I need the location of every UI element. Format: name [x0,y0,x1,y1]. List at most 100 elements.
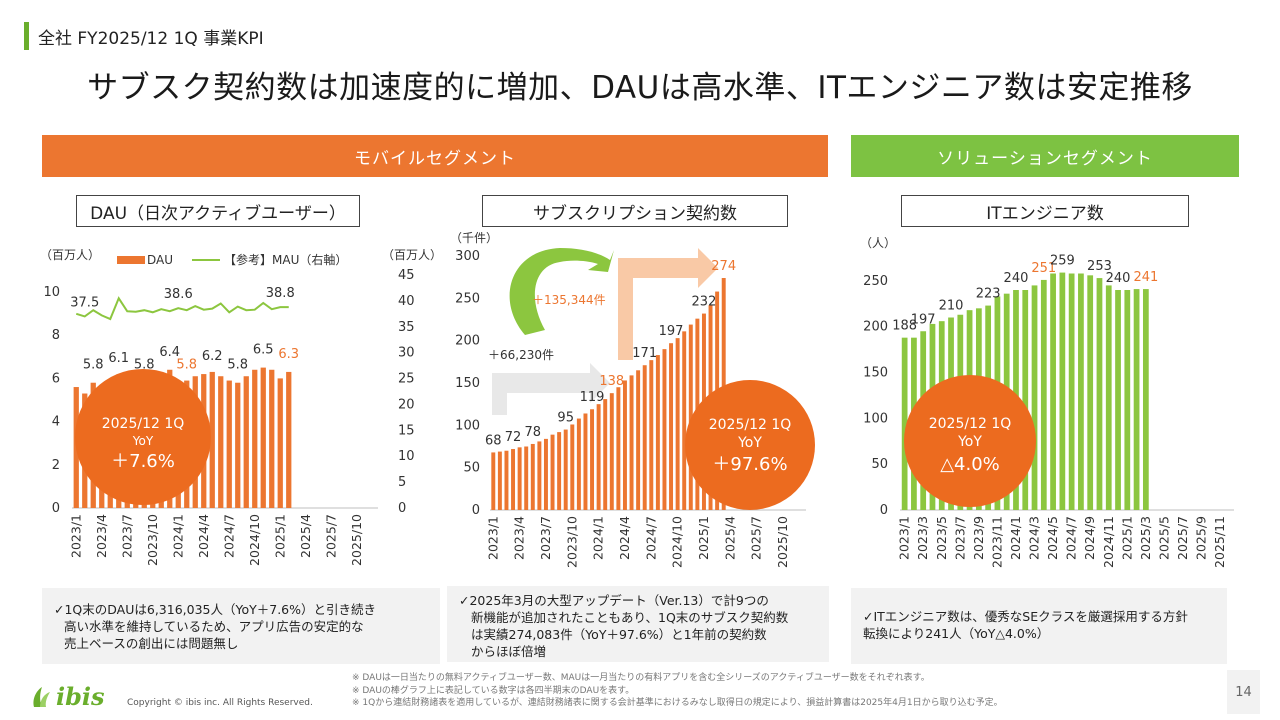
it-xtick-label: 2025/3 [1138,516,1153,560]
legend-dau-label: DAU [147,253,173,267]
it-data-label: 240 [1004,271,1029,286]
growth-arrow-grey [492,363,610,415]
dau-bar [286,371,292,508]
subs-xtick-label: 2023/7 [538,516,553,560]
it-xtick-label: 2025/7 [1175,516,1190,560]
subs-xtick-label: 2024/4 [617,516,632,560]
dau-y2tick-label: 10 [398,449,415,464]
it-xtick-label: 2025/9 [1194,516,1209,560]
dau-y2tick-label: 0 [398,501,406,516]
dau-data-label: 6.4 [159,345,180,360]
subs-bar [524,446,529,510]
subs-xtick-label: 2025/7 [749,516,764,560]
footnotes: ※ DAUは一日当たりの無料アクティブユーザー数、MAUは一月当たりの有料アプリ… [352,672,1003,710]
copyright: Copyright © ibis inc. All Rights Reserve… [127,698,313,708]
it-bar [1124,290,1131,510]
subs-data-label: 78 [525,425,542,440]
it-note-line: ✓ITエンジニア数は、優秀なSEクラスを厳選採用する方針 [863,609,1188,624]
dau-bar [269,369,275,508]
it-unit: （人） [860,236,896,250]
it-ytick-label: 100 [863,411,888,426]
subs-callout-yoy-label: YoY [737,435,762,451]
it-xtick-label: 2024/1 [1008,516,1023,560]
subs-data-label: 68 [485,433,502,448]
subs-ytick-label: 300 [455,249,480,264]
subs-bar [662,349,667,510]
dau-y2tick-label: 20 [398,397,415,412]
subs-bar [504,450,509,510]
it-xtick-label: 2023/7 [952,516,967,560]
it-bar [1040,279,1047,510]
it-ytick-label: 250 [863,274,888,289]
it-data-label: 210 [939,299,964,314]
subs-data-label: 119 [580,390,605,405]
subs-data-label: 274 [711,259,736,274]
dau-data-label: 5.8 [227,358,248,373]
it-callout-yoy-value: △4.0% [940,454,1000,475]
it-bar [1133,289,1140,510]
subs-callout-yoy-value: ＋97.6% [712,454,787,475]
subs-ratio: 2.0倍 [482,269,511,283]
it-bar [1059,272,1066,510]
it-xtick-label: 2023/5 [934,516,949,560]
subs-ytick-label: 0 [472,503,480,518]
it-bar [1096,278,1103,510]
subs-bar [576,418,581,510]
footnote: ※ 1Qから連結財務諸表を適用しているが、連結財務諸表に関する会計基準におけるみ… [352,698,1003,708]
dau-ytick-label: 8 [52,328,60,343]
dau-bar [277,378,283,508]
it-bar [1142,289,1149,510]
mau-data-label: 37.5 [70,295,99,310]
dau-ytick-label: 10 [43,285,60,300]
it-xtick-label: 2023/3 [915,516,930,560]
dau-xtick-label: 2023/4 [94,514,109,558]
subs-xtick-label: 2025/10 [775,516,790,568]
dau-xtick-label: 2024/7 [221,514,236,558]
subs-bar [570,424,575,510]
it-data-label: 251 [1031,261,1056,276]
dau-callout-yoy-value: ＋7.6% [111,451,175,472]
page-title: サブスク契約数は加速度的に増加、DAUは高水準、ITエンジニア数は安定推移 [87,70,1193,106]
it-xtick-label: 2025/5 [1156,516,1171,560]
subs-data-label: 232 [692,295,717,310]
it-xtick-label: 2023/1 [897,516,912,560]
subs-bar [603,399,608,510]
it-ytick-label: 0 [880,503,888,518]
subs-ytick-label: 100 [455,418,480,433]
subs-xtick-label: 2024/7 [643,516,658,560]
subs-ytick-label: 200 [455,334,480,349]
it-xtick-label: 2025/11 [1212,516,1227,568]
it-data-label: 240 [1106,271,1131,286]
subs-bar [682,331,687,510]
it-data-label: 188 [892,319,917,334]
it-callout-yoy-label: YoY [957,434,982,450]
dau-data-label: 6.5 [253,343,274,358]
subs-bar [629,375,634,510]
it-callout-period: 2025/12 1Q [929,416,1012,432]
header-label: 全社 FY2025/12 1Q 事業KPI [38,29,264,49]
dau-bar [243,376,249,508]
dau-y2tick-label: 30 [398,346,415,361]
subs-bar [530,443,535,510]
page-number: 14 [1227,670,1260,714]
subs-bar [550,434,555,510]
subs-bar [557,432,562,510]
dau-data-label: 6.2 [202,349,223,364]
dau-xtick-label: 2023/7 [119,514,134,558]
dau-chart-title: DAU（日次アクティブユーザー） [76,195,360,227]
subs-bar [517,447,522,510]
dau-data-label: 5.8 [134,358,155,373]
footnote: ※ DAUの棒グラフ上に表記している数字は各四半期末のDAUを表す。 [352,685,635,696]
subs-xtick-label: 2024/1 [591,516,606,560]
footnote: ※ DAUは一日当たりの無料アクティブユーザー数、MAUは一月当たりの有料アプリ… [352,673,930,683]
dau-note-line: ✓1Q末のDAUは6,316,035人（YoY＋7.6%）と引き続き [54,602,377,617]
it-bar [1068,273,1075,510]
legend-mau-label: 【参考】MAU（右軸） [224,252,347,267]
subs-bar [642,365,647,510]
it-xtick-label: 2024/9 [1082,516,1097,560]
dau-xtick-label: 2025/10 [349,514,364,566]
subs-bar [563,429,568,510]
subs-xtick-label: 2025/4 [722,516,737,560]
subs-data-label: 197 [659,324,684,339]
dau-bar [218,376,224,508]
